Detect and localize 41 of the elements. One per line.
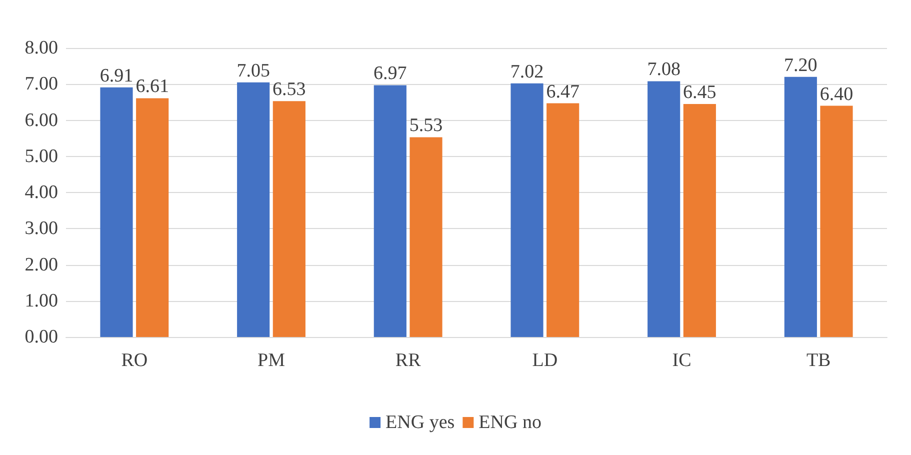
data-label: 6.53 bbox=[272, 79, 306, 100]
x-tick-label: RR bbox=[395, 350, 422, 371]
legend-label: ENG yes bbox=[386, 412, 455, 433]
x-tick-label: TB bbox=[806, 350, 831, 371]
y-tick-label: 6.00 bbox=[24, 110, 58, 131]
data-label: 5.53 bbox=[409, 115, 443, 136]
data-label: 6.45 bbox=[683, 82, 716, 103]
x-tick-label: PM bbox=[258, 350, 286, 371]
x-tick-label: IC bbox=[672, 350, 692, 371]
data-label: 6.47 bbox=[546, 81, 580, 102]
x-tick-label: LD bbox=[532, 350, 558, 371]
data-label: 6.91 bbox=[100, 65, 134, 86]
legend-label: ENG no bbox=[478, 412, 542, 433]
data-label: 6.97 bbox=[374, 63, 407, 84]
y-tick-label: 1.00 bbox=[24, 290, 58, 312]
bar bbox=[546, 103, 580, 337]
bar bbox=[136, 98, 169, 337]
data-label: 6.61 bbox=[136, 76, 169, 98]
data-label: 7.08 bbox=[647, 59, 680, 80]
bar bbox=[683, 104, 716, 337]
y-tick-label: 0.00 bbox=[24, 326, 58, 348]
bar bbox=[374, 85, 406, 337]
y-tick-label: 8.00 bbox=[24, 38, 58, 58]
y-tick-label: 7.00 bbox=[24, 74, 58, 95]
bar bbox=[272, 101, 306, 337]
bar bbox=[410, 137, 442, 337]
bar bbox=[784, 76, 817, 337]
data-label: 7.20 bbox=[784, 54, 818, 76]
bar bbox=[237, 82, 270, 337]
y-tick-label: 5.00 bbox=[24, 146, 58, 167]
y-tick-label: 4.00 bbox=[24, 182, 58, 203]
bar bbox=[648, 81, 680, 337]
bar bbox=[100, 87, 133, 337]
y-tick-label: 2.00 bbox=[24, 254, 58, 276]
y-tick-label: 3.00 bbox=[24, 218, 58, 240]
x-tick-label: RO bbox=[121, 350, 148, 371]
bar bbox=[510, 83, 544, 337]
bar bbox=[820, 106, 853, 337]
data-label: 7.05 bbox=[236, 60, 270, 82]
data-label: 7.02 bbox=[510, 61, 544, 82]
data-label: 6.40 bbox=[820, 84, 854, 105]
